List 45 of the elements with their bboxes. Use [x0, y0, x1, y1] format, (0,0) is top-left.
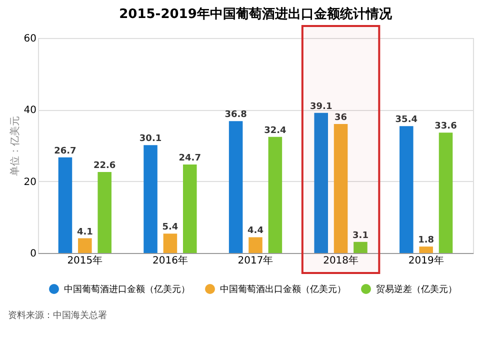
data-label: 36 — [334, 113, 348, 123]
data-label: 35.4 — [395, 115, 418, 126]
data-label: 5.4 — [162, 222, 178, 233]
bar — [248, 237, 262, 253]
y-tick-label: 60 — [24, 34, 36, 44]
x-tick-label: 2019年 — [408, 254, 444, 266]
bar — [228, 121, 243, 253]
data-label: 22.6 — [93, 161, 116, 172]
y-tick-label: 40 — [24, 105, 36, 116]
bar — [268, 136, 282, 253]
legend-label: 中国葡萄酒出口金额（亿美元） — [220, 284, 346, 295]
data-label: 33.6 — [434, 122, 457, 132]
bar — [438, 132, 453, 253]
bar — [144, 145, 158, 253]
x-tick-label: 2015年 — [67, 254, 103, 266]
legend-label: 贸易逆差（亿美元） — [376, 284, 457, 295]
x-tick-label: 2017年 — [238, 254, 274, 266]
data-label: 30.1 — [139, 134, 162, 144]
bar — [98, 172, 112, 253]
bar — [58, 157, 72, 253]
bar — [334, 124, 348, 253]
data-label: 24.7 — [178, 153, 201, 164]
bar — [419, 246, 433, 253]
bar — [78, 238, 92, 253]
bar — [400, 126, 414, 253]
y-tick-label: 20 — [24, 176, 36, 188]
legend-label: 中国葡萄酒进口金额（亿美元） — [64, 284, 190, 295]
data-label: 4.4 — [248, 226, 264, 236]
bar — [163, 234, 178, 253]
y-tick-label: 0 — [30, 248, 36, 260]
data-label: 39.1 — [310, 102, 332, 112]
bar — [354, 242, 368, 253]
bar — [183, 164, 197, 253]
y-axis-title: 单位：亿美元 — [8, 116, 21, 176]
text: 资料来源：中国海关总署 — [8, 310, 107, 321]
bar — [314, 112, 328, 253]
x-tick-label: 2018年 — [323, 254, 359, 266]
data-label: 32.4 — [264, 126, 286, 136]
x-tick-label: 2016年 — [152, 254, 188, 266]
data-label: 26.7 — [54, 146, 76, 156]
data-label: 1.8 — [418, 236, 434, 246]
data-label: 4.1 — [76, 227, 93, 238]
data-label: 3.1 — [352, 230, 368, 241]
data-label: 36.8 — [224, 110, 247, 120]
chart-title: 2015-2019年中国葡萄酒进出口金额统计情况 — [119, 6, 393, 22]
